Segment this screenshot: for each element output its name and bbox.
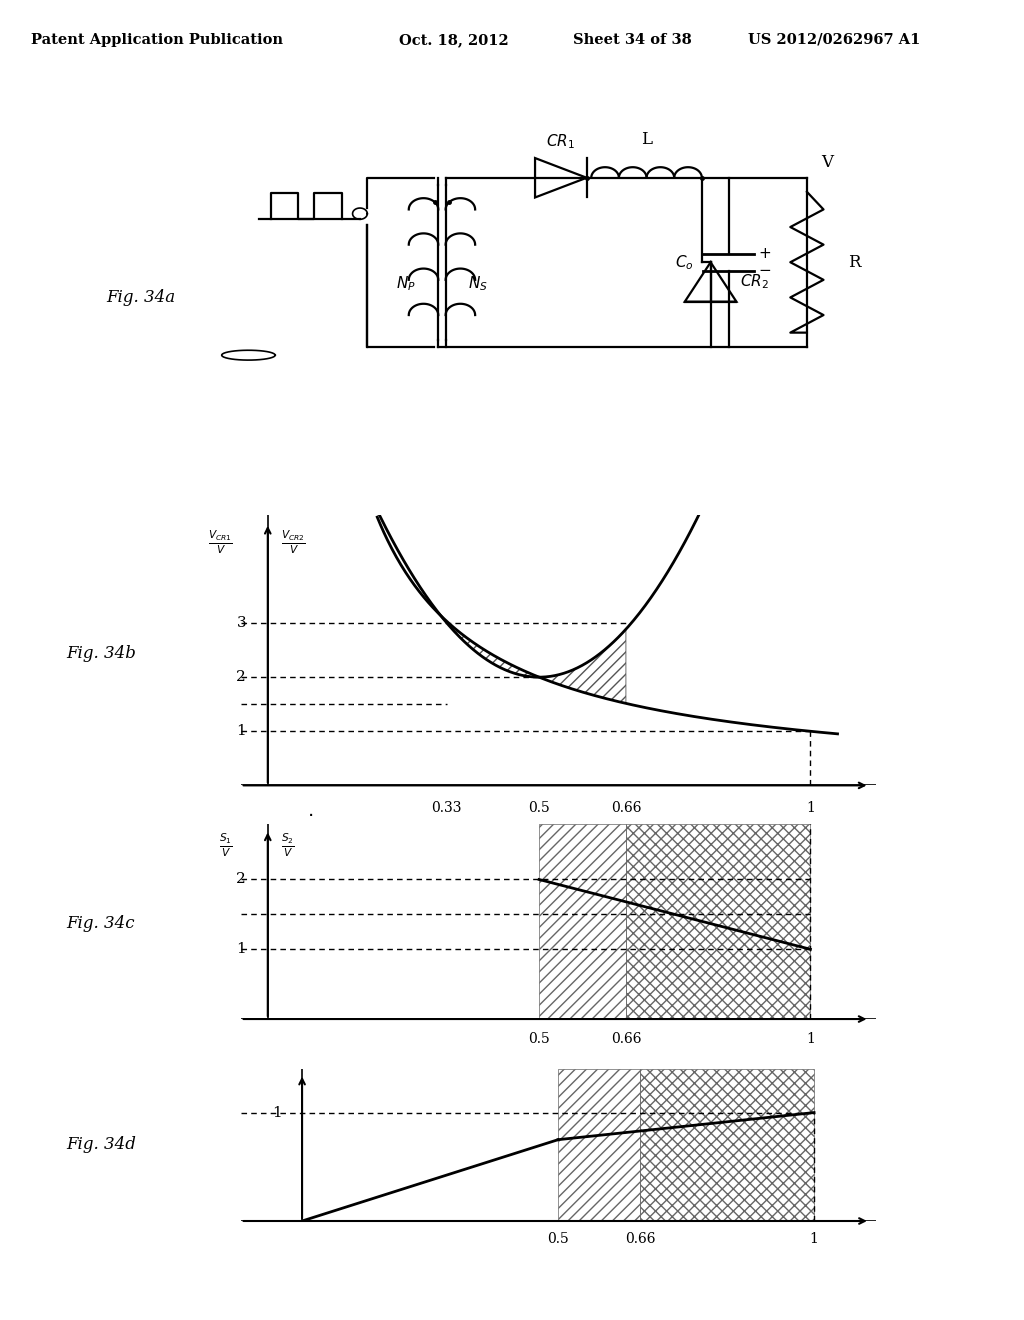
Text: 0.33: 0.33 [431,800,462,814]
Text: $\frac{S_{2}}{V}$: $\frac{S_{2}}{V}$ [282,832,295,859]
Text: 0.5: 0.5 [528,1032,550,1045]
Text: $CR_2$: $CR_2$ [740,273,769,292]
Text: Oct. 18, 2012: Oct. 18, 2012 [399,33,509,48]
Text: V: V [821,153,833,170]
Text: R: R [848,253,861,271]
Text: 1: 1 [810,1232,818,1246]
Text: 0.5: 0.5 [528,800,550,814]
Text: 0.66: 0.66 [610,1032,641,1045]
Text: 1: 1 [806,1032,815,1045]
Text: $\frac{S_{1}}{V}$: $\frac{S_{1}}{V}$ [219,832,232,859]
Text: +: + [758,247,771,261]
Text: L: L [641,131,652,148]
Polygon shape [536,158,587,198]
Text: Sheet 34 of 38: Sheet 34 of 38 [573,33,692,48]
Text: 2: 2 [237,671,246,684]
Text: 1: 1 [271,1106,282,1119]
Text: US 2012/0262967 A1: US 2012/0262967 A1 [748,33,920,48]
Text: $\frac{V_{CR2}}{V}$: $\frac{V_{CR2}}{V}$ [282,528,306,556]
Text: Fig. 34d: Fig. 34d [67,1137,136,1152]
Text: 1: 1 [237,942,246,956]
Text: Fig. 34c: Fig. 34c [67,916,135,932]
Text: 1: 1 [806,800,815,814]
Text: Fig. 34a: Fig. 34a [106,289,176,306]
Text: 0.5: 0.5 [547,1232,569,1246]
Polygon shape [685,263,736,302]
Text: −: − [758,263,771,279]
Text: 2: 2 [237,873,246,887]
Text: 0.66: 0.66 [610,800,641,814]
Text: $N_P$: $N_P$ [396,275,416,293]
Text: $N_S$: $N_S$ [468,275,487,293]
Text: $C_o$: $C_o$ [675,253,693,272]
Text: .: . [308,800,314,820]
Text: 3: 3 [237,616,246,630]
Text: Patent Application Publication: Patent Application Publication [31,33,283,48]
Text: Fig. 34b: Fig. 34b [67,645,136,661]
Text: 1: 1 [237,725,246,738]
Text: $CR_1$: $CR_1$ [547,132,575,150]
Text: $\frac{V_{CR1}}{V}$: $\frac{V_{CR1}}{V}$ [208,528,232,556]
Text: 0.66: 0.66 [625,1232,655,1246]
